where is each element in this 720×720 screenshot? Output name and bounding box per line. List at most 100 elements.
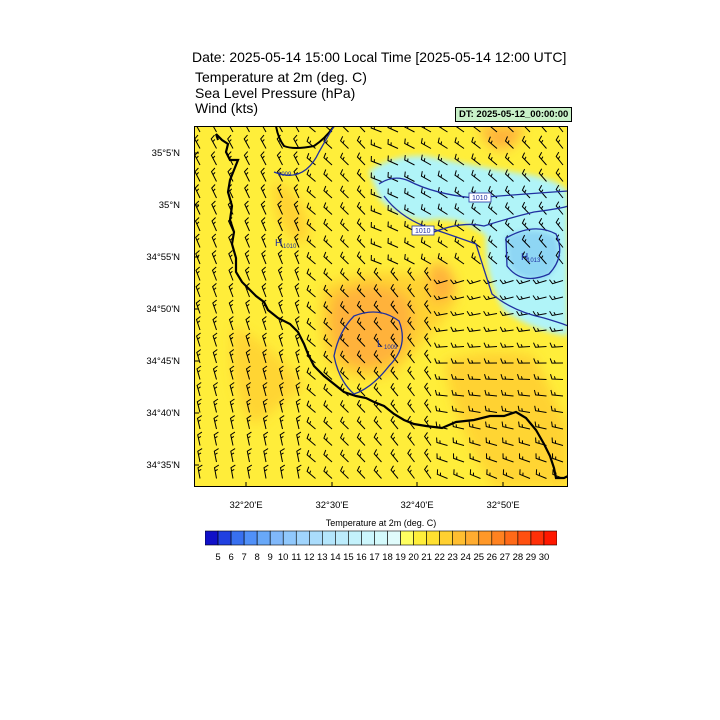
wind-barb [212, 316, 218, 331]
wind-barb [246, 382, 251, 397]
wind-barb [277, 266, 283, 281]
wind-barb [436, 469, 448, 479]
wind-barb [390, 316, 399, 331]
wind-barb [260, 167, 267, 182]
wind-barb [296, 448, 302, 463]
wind-barb [197, 464, 203, 479]
wind-barb [358, 126, 366, 133]
colorbar-label: 6 [228, 552, 234, 563]
wind-barb [295, 365, 301, 380]
wind-barb [454, 153, 465, 166]
wind-barb [486, 469, 498, 479]
wind-barb [370, 172, 382, 182]
lat-label-34-45: 34°45'N [146, 356, 180, 367]
wind-barb [323, 251, 333, 265]
wind-barb [211, 217, 217, 232]
wind-barb [373, 317, 382, 331]
wind-barb [434, 389, 448, 397]
wind-barb [279, 464, 286, 479]
wind-barb [467, 389, 481, 397]
wind-barb [535, 453, 547, 463]
wind-barb [306, 268, 316, 281]
colorbar-swatch [205, 530, 219, 546]
wind-barb [370, 188, 382, 199]
wind-barb [195, 299, 201, 314]
wind-barb [370, 238, 382, 248]
wind-barb [323, 202, 333, 215]
colorbar-swatch [269, 530, 284, 546]
wind-barb [196, 398, 202, 413]
wind-barb [423, 399, 432, 413]
wind-barb [387, 204, 399, 215]
wind-barb [323, 416, 333, 430]
wind-barb [279, 448, 285, 463]
wind-barb [390, 349, 399, 364]
wind-barb [471, 202, 481, 215]
wind-barb [339, 284, 349, 298]
wind-barb [404, 204, 415, 215]
wind-barb [356, 218, 366, 232]
wind-barb [521, 251, 531, 265]
weather-map: 1009 H 1010 1010 1010 L 1009 H 1013 [194, 126, 568, 487]
wind-barb [229, 365, 235, 380]
high-value-1010: 1010 [283, 244, 297, 250]
wind-barb [452, 437, 465, 446]
wind-barb [423, 448, 432, 463]
wind-barb [212, 126, 217, 133]
map-title: Date: 2025-05-14 15:00 Local Time [2025-… [192, 49, 567, 65]
wind-barb [488, 202, 498, 215]
wind-barb [213, 415, 219, 430]
wind-barb [538, 168, 547, 182]
wind-barb [306, 235, 316, 248]
wind-barb [532, 279, 547, 285]
wind-barb [339, 400, 349, 413]
wind-barb [521, 135, 531, 149]
wind-barb [453, 469, 465, 479]
wind-barb [339, 218, 349, 232]
wind-barb [420, 171, 432, 182]
wind-barb [195, 283, 201, 298]
wind-barb [500, 374, 514, 380]
wind-barb [484, 405, 498, 413]
wind-barb [420, 187, 432, 199]
wind-barb [437, 137, 448, 149]
wind-barb [339, 416, 349, 430]
wind-barb [323, 284, 333, 298]
wind-barb [306, 334, 316, 347]
wind-barb [245, 316, 251, 331]
wind-barb [521, 185, 531, 199]
wind-barb [466, 326, 481, 332]
map-frame [194, 126, 568, 487]
colorbar-swatch [230, 530, 245, 546]
wind-barb [194, 184, 201, 199]
wind-barb [212, 365, 218, 380]
wind-barb [213, 431, 219, 446]
colorbar-swatch [504, 530, 519, 546]
wind-barb [387, 254, 399, 265]
wind-barb [339, 301, 349, 314]
wind-barb [407, 333, 415, 347]
wind-barb [323, 185, 333, 199]
wind-barb [488, 235, 498, 248]
wind-barb [467, 342, 481, 348]
wind-barb [356, 317, 366, 331]
wind-barb [516, 295, 531, 301]
wind-barb [453, 453, 465, 463]
wind-barb [323, 334, 333, 347]
colorbar-label: 25 [473, 552, 485, 563]
wind-barb [454, 170, 465, 182]
lon-label-32-40: 32°40'E [400, 500, 434, 511]
wind-barb [532, 326, 547, 332]
wind-barb [423, 432, 432, 446]
wind-barb [261, 266, 267, 281]
colorbar-swatch [387, 530, 401, 546]
wind-barb [437, 170, 448, 182]
wind-barb [306, 450, 316, 463]
wind-barb [499, 310, 514, 317]
wind-barb [404, 237, 415, 248]
axis-ticks [194, 152, 504, 487]
wind-barb [423, 283, 432, 298]
wind-barb [263, 448, 269, 463]
wind-barb [229, 349, 235, 364]
wind-barb [356, 465, 366, 479]
